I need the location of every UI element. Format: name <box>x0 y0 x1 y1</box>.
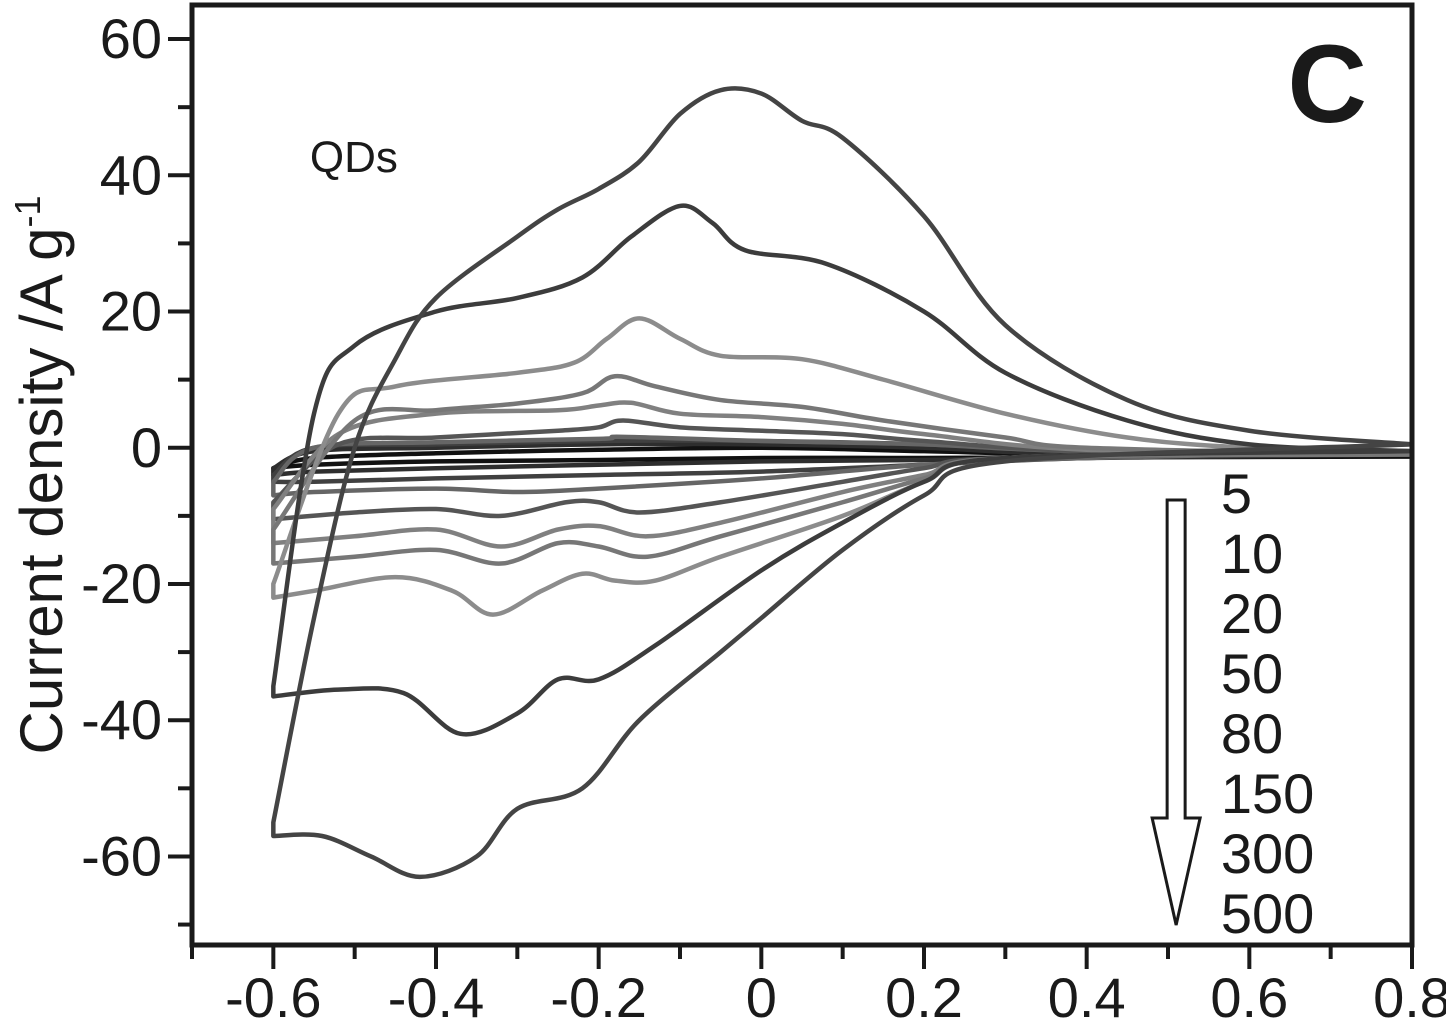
legend-label: 20 <box>1221 582 1283 645</box>
x-tick-label: 0.2 <box>885 966 963 1023</box>
y-tick-label: 0 <box>131 416 162 479</box>
y-axis-title-main: Current density /A g <box>8 228 75 755</box>
x-tick-label: -0.2 <box>550 966 647 1023</box>
x-tick-label: 0 <box>746 966 777 1023</box>
legend-label: 50 <box>1221 642 1283 705</box>
y-tick-label: 20 <box>100 280 162 343</box>
x-tick-label: 0.6 <box>1210 966 1288 1023</box>
x-tick-labels: -0.6 -0.4 -0.2 0 0.2 0.4 0.6 0.8 <box>225 966 1446 1023</box>
legend-label: 150 <box>1221 762 1314 825</box>
legend-label: 10 <box>1221 522 1283 585</box>
y-tick-labels: 60 40 20 0 -20 -40 -60 <box>81 7 162 887</box>
cv-curve-undefined <box>271 86 1415 880</box>
cv-curve-undefined <box>271 203 1415 737</box>
scan-rate-arrow-icon <box>1150 498 1203 926</box>
y-tick-label: -20 <box>81 552 162 615</box>
y-tick-label: 60 <box>100 7 162 70</box>
x-tick-label: -0.6 <box>225 966 322 1023</box>
x-tick-label: 0.4 <box>1048 966 1126 1023</box>
x-tick-label: -0.4 <box>388 966 485 1023</box>
legend-label: 500 <box>1221 882 1314 945</box>
x-tick-label: 0.8 <box>1373 966 1446 1023</box>
y-axis-title: Current density /A g-1 <box>7 196 75 755</box>
legend-label: 5 <box>1221 462 1252 525</box>
series-annotation: QDs <box>310 133 398 182</box>
axis-ticks <box>168 37 1414 969</box>
legend-label: 80 <box>1221 702 1283 765</box>
legend-label: 300 <box>1221 822 1314 885</box>
y-tick-label: -60 <box>81 824 162 887</box>
y-tick-label: -40 <box>81 688 162 751</box>
panel-label: C <box>1288 23 1367 146</box>
plot-area-frame <box>189 2 1415 948</box>
y-tick-label: 40 <box>100 143 162 206</box>
y-axis-title-superscript: -1 <box>7 196 48 228</box>
